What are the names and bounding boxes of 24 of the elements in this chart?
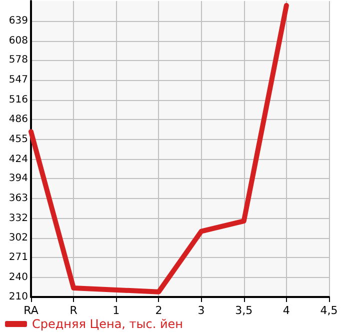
y-tick-label: 486	[8, 114, 28, 125]
legend-label: Средняя Цена, тыс. йен	[32, 317, 184, 331]
x-tick-label: 2	[155, 304, 162, 317]
y-tick-label: 302	[8, 232, 28, 244]
y-tick-label: 639	[8, 15, 28, 26]
y-tick-label: 455	[8, 134, 28, 145]
y-tick-label: 271	[8, 252, 28, 264]
x-tick-label: 4	[282, 304, 290, 317]
x-tick-label: R	[70, 304, 78, 317]
y-tick-label: 608	[8, 35, 28, 46]
x-tick-label: 4,5	[320, 304, 338, 317]
x-tick-label: RA	[24, 304, 39, 317]
y-tick-label: 363	[8, 193, 28, 204]
x-tick-label: 1	[112, 304, 120, 317]
x-tick-label: 3	[198, 304, 205, 317]
y-tick-label: 332	[8, 212, 28, 224]
y-tick-label: 210	[8, 292, 28, 302]
y-tick-label: 424	[8, 154, 28, 165]
y-tick-label: 547	[8, 74, 28, 86]
y-tick-label: 516	[8, 94, 28, 106]
x-tick-label: 3,5	[235, 304, 253, 317]
y-tick-label: 578	[8, 54, 28, 66]
y-tick-label: 240	[8, 272, 28, 284]
y-tick-label: 394	[8, 173, 28, 184]
